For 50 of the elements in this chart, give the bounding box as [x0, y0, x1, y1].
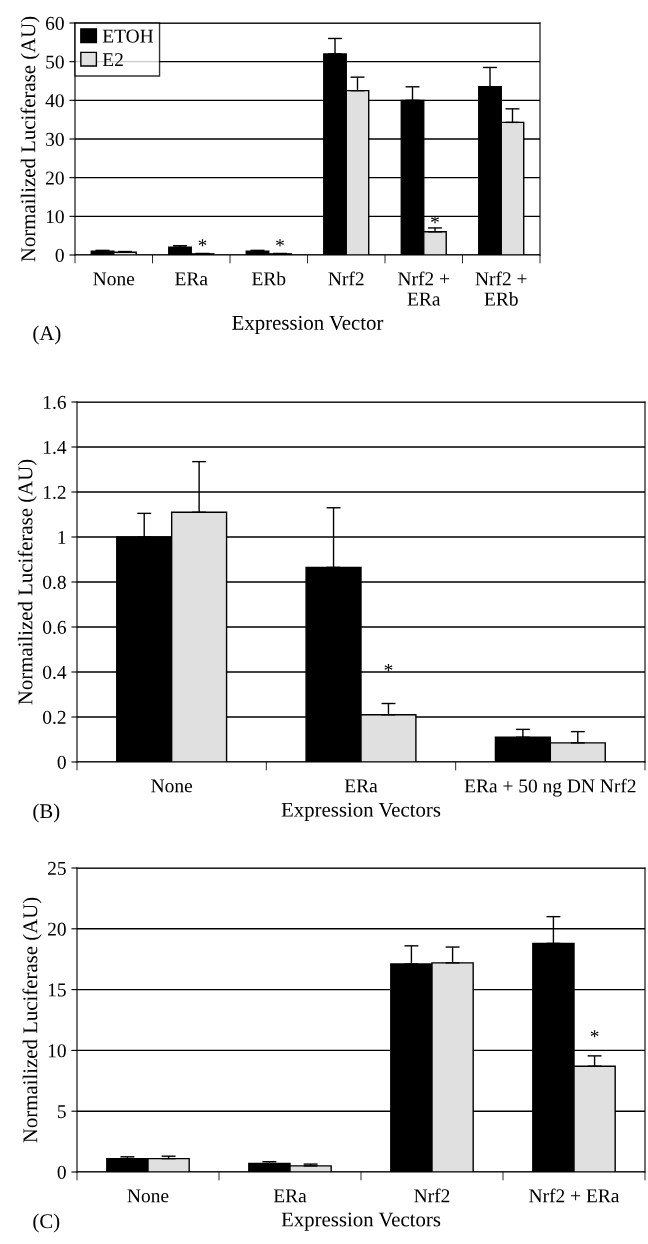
- x-axis-title: Expression Vector: [232, 315, 384, 335]
- x-tick-label: None: [151, 779, 193, 793]
- y-tick-label: 25: [47, 861, 66, 875]
- x-tick-label: None: [93, 272, 135, 286]
- y-tick-label: 10: [48, 1044, 66, 1058]
- y-tick-label: 20: [47, 922, 66, 936]
- x-tick-label: Nrf2: [414, 1188, 450, 1203]
- y-tick-label: 15: [48, 983, 66, 997]
- y-tick-label: 0.6: [43, 620, 66, 635]
- x-tick-label: None: [127, 1189, 169, 1203]
- y-axis-title: Normailized Luciferase (AU): [22, 897, 42, 1143]
- x-tick-label: ERa: [344, 779, 378, 793]
- y-tick-label: 5: [57, 1105, 66, 1119]
- x-tick-label: ERb: [252, 271, 286, 286]
- text: (A): [33, 325, 61, 345]
- x-tick-label: Nrf2 + ERb: [475, 271, 527, 306]
- y-tick-label: 1: [58, 530, 66, 544]
- y-tick-label: 1.4: [43, 440, 67, 455]
- y-tick-label: 0: [57, 1165, 66, 1179]
- y-tick-label: 10: [46, 210, 64, 224]
- annotation: *: [276, 239, 284, 247]
- y-tick-label: 0.8: [43, 575, 66, 590]
- legend-label: ETOH: [102, 29, 154, 43]
- y-tick-label: 1.2: [43, 485, 66, 500]
- y-tick-label: 1.6: [43, 395, 66, 410]
- x-tick-label: Nrf2 + ERa: [529, 1188, 620, 1203]
- y-tick-label: 50: [46, 55, 64, 69]
- x-tick-label: ERa: [175, 272, 208, 286]
- y-tick-label: 30: [46, 132, 64, 146]
- legend-label: E2: [102, 53, 123, 67]
- y-tick-label: 40: [45, 94, 64, 108]
- text: (C): [33, 1213, 60, 1233]
- annotation: *: [198, 239, 207, 247]
- annotation: *: [384, 663, 393, 672]
- x-tick-label: ERa: [273, 1189, 307, 1203]
- y-tick-label: 0: [55, 248, 64, 262]
- y-tick-label: 60: [45, 16, 64, 30]
- y-tick-label: 0: [57, 755, 66, 769]
- y-axis-title: Normailized Luciferase (AU): [20, 16, 40, 262]
- y-axis-title: Normailized Luciferase (AU): [17, 459, 37, 705]
- x-tick-label: Nrf2 + ERa: [398, 271, 450, 306]
- text: (B): [33, 803, 60, 823]
- annotation: *: [590, 1030, 599, 1038]
- x-axis-title: Expression Vectors: [281, 1212, 441, 1231]
- x-axis-title: Expression Vectors: [281, 802, 441, 821]
- y-tick-label: 20: [45, 171, 64, 185]
- x-tick-label: ERa + 50 ng DN Nrf2: [464, 778, 636, 797]
- y-tick-label: 0.2: [43, 710, 66, 725]
- x-tick-label: Nrf2: [328, 271, 364, 286]
- y-tick-label: 0.4: [43, 665, 67, 680]
